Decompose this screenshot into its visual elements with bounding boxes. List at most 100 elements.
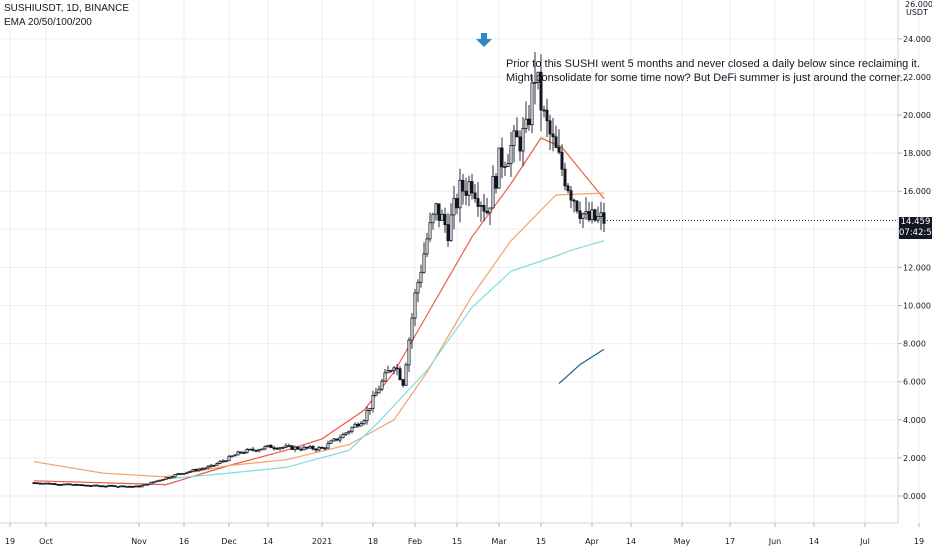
- candle-body-down: [461, 179, 465, 192]
- price-tick-label: 6.000: [903, 378, 926, 387]
- candle-body-down: [86, 484, 90, 487]
- candle-body-up: [533, 82, 537, 84]
- candle-body-up: [350, 426, 354, 432]
- time-tick-label: Nov: [131, 537, 147, 546]
- ema-line-ema-200[interactable]: [558, 348, 605, 385]
- candle-body-up: [203, 467, 207, 470]
- candle-body-up: [599, 212, 603, 217]
- candle-countdown: 07:42:52: [899, 228, 932, 238]
- candle-body-up: [326, 443, 330, 449]
- price-tick-label: 8.000: [903, 340, 926, 349]
- candle-body-down: [110, 484, 114, 487]
- time-tick-label: Jul: [859, 537, 870, 546]
- candle-body-down: [305, 446, 309, 449]
- candle-body-down: [275, 447, 279, 450]
- candle-body-up: [278, 447, 282, 450]
- candle-body-down: [551, 133, 555, 138]
- candle-body-down: [323, 447, 327, 450]
- candle-body-down: [437, 203, 441, 221]
- time-tick-label: 14: [809, 537, 819, 546]
- candle-body-down: [335, 438, 339, 441]
- candle-body-down: [473, 192, 477, 199]
- price-tick-label: 24.000: [903, 35, 931, 44]
- time-tick-label: 18: [368, 537, 378, 546]
- time-tick-label: 15: [536, 537, 546, 546]
- candle-body-up: [71, 483, 75, 486]
- time-tick-label: 16: [179, 537, 189, 546]
- annotation-line-2: Might consolidate for some time now? But…: [506, 72, 909, 84]
- candles: [32, 52, 898, 488]
- candle-body-up: [215, 463, 219, 466]
- ema-line-ema-100[interactable]: [165, 240, 605, 480]
- candle-body-up: [143, 483, 147, 486]
- candle-body-down: [485, 210, 489, 214]
- price-axis[interactable]: 24.00022.00020.00018.00016.00014.00012.0…: [898, 35, 931, 501]
- candle-body-up: [209, 464, 213, 467]
- time-axis[interactable]: 19 Oct Nov 16 Dec 14 2021 18 Feb 15 Mar 15 Apr 14 May 1…: [5, 523, 924, 546]
- candle-body-down: [446, 224, 450, 242]
- candle-body-up: [302, 446, 306, 451]
- candle-body-up: [149, 481, 153, 485]
- candle-body-up: [521, 128, 525, 152]
- candle-body-up: [62, 483, 66, 486]
- candle-body-down: [104, 485, 108, 488]
- chart-annotation[interactable]: Prior to this SUSHI went 5 months and ne…: [506, 57, 920, 85]
- candle-body-up: [536, 71, 540, 83]
- candle-body-up: [338, 437, 342, 441]
- candle-body-up: [422, 253, 426, 273]
- candle-body-down: [35, 482, 39, 485]
- candle-body-down: [131, 485, 135, 488]
- candle-body-up: [479, 205, 483, 207]
- annotation-line-1: Prior to this SUSHI went 5 months and ne…: [506, 58, 920, 70]
- candle-body-down: [602, 212, 606, 224]
- candle-body-up: [146, 483, 150, 486]
- candle-body-down: [470, 181, 474, 194]
- candle-body-down: [401, 379, 405, 386]
- candle-body-up: [458, 179, 462, 209]
- candle-body-up: [353, 423, 357, 428]
- last-price: 14.459: [900, 217, 931, 227]
- candle-body-up: [368, 407, 372, 411]
- candle-body-up: [317, 446, 321, 451]
- candle-body-down: [395, 367, 399, 370]
- time-tick-label: May: [674, 537, 691, 546]
- candle-body-up: [260, 448, 264, 451]
- candle-body-down: [113, 485, 117, 488]
- price-tick-label: 20.000: [903, 111, 931, 120]
- candle-body-up: [167, 477, 171, 480]
- candle-body-up: [107, 484, 111, 487]
- candle-body-down: [32, 482, 36, 485]
- candle-body-up: [596, 216, 600, 221]
- candle-body-down: [557, 147, 561, 153]
- candle-body-down: [560, 151, 564, 170]
- candle-body-up: [182, 472, 186, 475]
- candle-body-down: [194, 469, 198, 472]
- candle-body-up: [188, 470, 192, 473]
- candle-body-up: [440, 213, 444, 221]
- candle-body-down: [464, 190, 468, 196]
- candle-body-down: [80, 484, 84, 486]
- candle-body-down: [296, 446, 300, 450]
- candle-body-up: [161, 479, 165, 481]
- candle-body-down: [455, 198, 459, 209]
- candle-body-up: [416, 281, 420, 294]
- candle-body-up: [65, 483, 69, 486]
- candle-body-up: [371, 395, 375, 409]
- candle-body-up: [383, 372, 387, 382]
- ema-line-ema-20[interactable]: [33, 137, 605, 486]
- ema-lines: [33, 137, 605, 486]
- down-arrow-icon: [476, 33, 492, 47]
- candle-body-up: [77, 484, 81, 486]
- candle-body-up: [125, 485, 129, 488]
- candle-body-down: [545, 109, 549, 122]
- symbol-title[interactable]: SUSHIUSDT, 1D, BINANCE: [4, 3, 130, 14]
- candle-body-down: [494, 175, 498, 189]
- ema-line-ema-50[interactable]: [33, 192, 605, 478]
- candle-body-down: [575, 200, 579, 212]
- candle-body-down: [89, 485, 93, 487]
- candle-body-up: [266, 444, 270, 447]
- candle-body-up: [185, 471, 189, 474]
- indicator-legend[interactable]: EMA 20/50/100/200: [4, 17, 92, 28]
- candle-body-down: [548, 120, 552, 135]
